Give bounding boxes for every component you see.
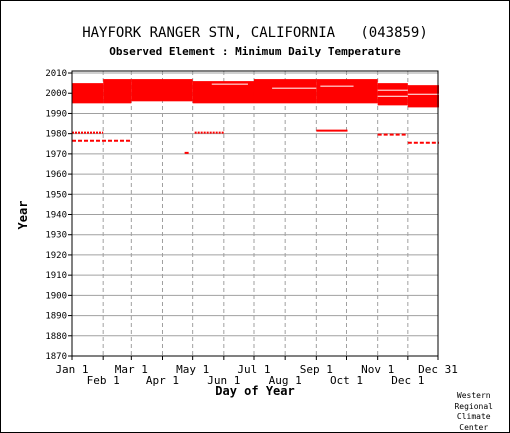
plot-area	[72, 71, 438, 356]
x-tick-label: Jul 1	[237, 363, 270, 376]
x-tick-label: Sep 1	[300, 363, 333, 376]
x-tick-label: Dec 1	[391, 374, 424, 387]
data-block	[192, 81, 254, 104]
data-block	[407, 85, 440, 108]
y-tick-label: 1870	[45, 352, 67, 362]
y-tick-label: 2010	[45, 69, 67, 79]
y-tick-label: 1970	[45, 150, 67, 160]
data-block	[377, 83, 408, 106]
chart-subtitle: Observed Element : Minimum Daily Tempera…	[109, 45, 401, 58]
y-tick-label: 1910	[45, 271, 67, 281]
data-gap	[320, 85, 354, 87]
y-tick-label: 1920	[45, 251, 67, 261]
data-gap	[377, 89, 408, 91]
plot-border	[71, 70, 439, 357]
credit-line: Western	[456, 391, 491, 400]
x-axis-label: Day of Year	[215, 384, 295, 398]
data-block	[131, 79, 193, 102]
y-axis-label: Year	[16, 200, 30, 230]
credit-line: Climate	[456, 412, 491, 421]
x-tick-label: Dec 31	[418, 363, 458, 376]
data-gap	[211, 83, 248, 85]
y-tick-label: 1980	[45, 130, 67, 140]
y-tick-label: 1890	[45, 312, 67, 322]
x-tick-label: Jun 1	[207, 374, 240, 387]
y-tick-label: 1940	[45, 211, 67, 221]
y-tick-label: 1930	[45, 231, 67, 241]
x-tick-label: Jan 1	[55, 363, 88, 376]
y-tick-label: 1990	[45, 109, 67, 119]
x-tick-label: Aug 1	[269, 374, 302, 387]
data-gap	[377, 95, 408, 97]
y-tick-label: 2000	[45, 89, 67, 99]
chart-title: HAYFORK RANGER STN, CALIFORNIA (043859)	[82, 25, 428, 41]
credit-line: Regional	[454, 401, 493, 411]
data-gap	[272, 87, 317, 89]
x-tick-label: May 1	[176, 363, 209, 376]
x-tick-label: Oct 1	[330, 374, 363, 387]
x-tick-label: Feb 1	[87, 374, 120, 387]
y-tick-label: 1900	[45, 291, 67, 301]
credit-line: Center	[459, 422, 489, 432]
data-block	[72, 83, 104, 104]
data-gap	[72, 81, 104, 83]
data-block	[316, 79, 378, 104]
data-block	[253, 79, 317, 104]
data-gap	[407, 93, 440, 95]
x-tick-label: Nov 1	[361, 363, 394, 376]
wrcc-credit: Western Regional Climate Center	[454, 391, 493, 433]
y-tick-label: 1950	[45, 190, 67, 200]
y-tick-label: 1960	[45, 170, 67, 180]
y-tick-label: 1880	[45, 332, 67, 342]
x-tick-label: Apr 1	[146, 374, 179, 387]
data-block	[103, 79, 132, 104]
x-tick-label: Mar 1	[115, 363, 148, 376]
